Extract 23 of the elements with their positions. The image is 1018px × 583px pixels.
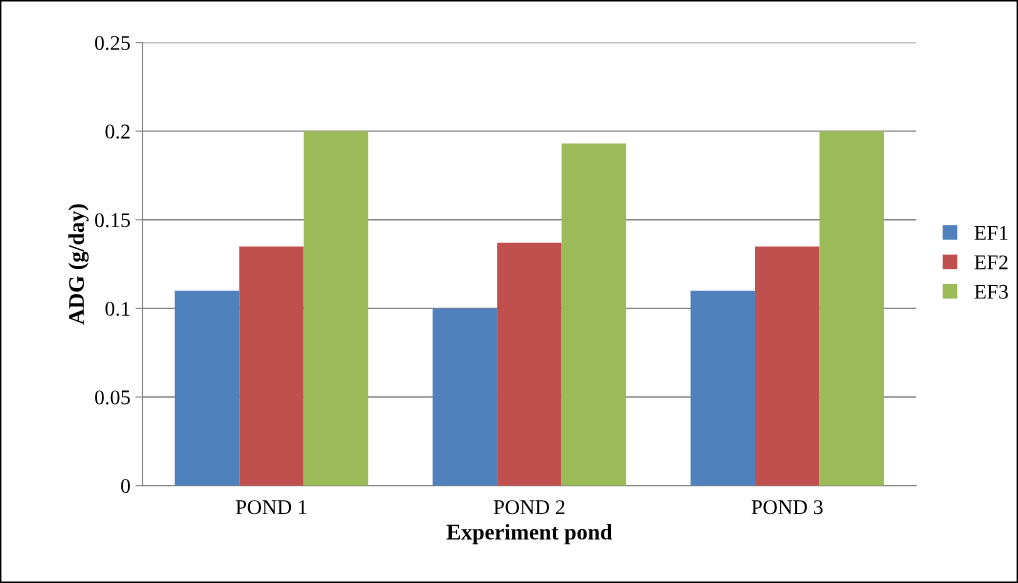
x-tick-label: POND 3 [751, 500, 823, 515]
bar [432, 308, 498, 486]
y-axis-title: ADG (g/day) [68, 204, 89, 325]
y-tick-label: 0.25 [95, 35, 130, 51]
x-tick-label: POND 1 [235, 500, 307, 515]
y-tick-label: 0 [121, 479, 130, 494]
legend-label: EF2 [974, 255, 1008, 270]
bar [497, 242, 562, 486]
bar [174, 290, 240, 486]
y-tick-label: 0.1 [105, 301, 130, 316]
legend-label: EF1 [974, 225, 1008, 240]
bar [755, 246, 820, 486]
bar [819, 131, 884, 486]
x-axis-title: Experiment pond [446, 523, 613, 545]
x-tick-label: POND 2 [493, 500, 565, 515]
bar [239, 246, 304, 486]
bar [561, 143, 627, 486]
y-tick-label: 0.2 [105, 124, 130, 139]
bar [303, 131, 369, 486]
legend-label: EF3 [974, 284, 1008, 299]
y-tick-label: 0.05 [95, 390, 130, 405]
y-tick-label: 0.15 [95, 213, 130, 228]
bar [690, 290, 756, 486]
